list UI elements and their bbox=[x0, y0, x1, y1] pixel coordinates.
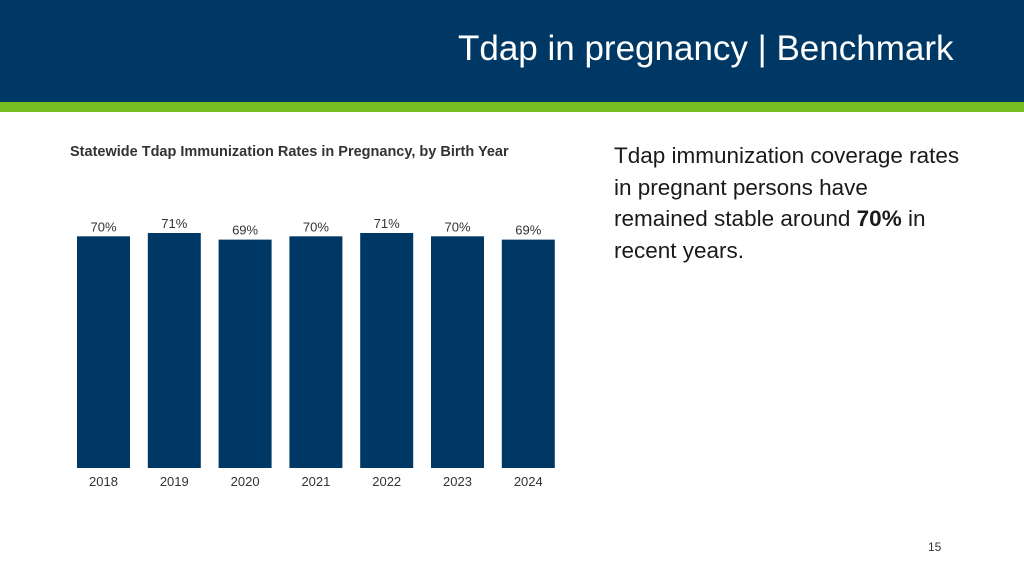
bar-chart: 70% 2018 71% 2019 69% 2020 70% 2021 71% 2022 70% 20… bbox=[77, 216, 555, 489]
slide-header: Tdap in pregnancy | Benchmark bbox=[0, 0, 1024, 102]
page-number: 15 bbox=[928, 540, 942, 554]
bar-2019 bbox=[147, 233, 201, 468]
body-text: Tdap immunization coverage rates in preg… bbox=[614, 140, 964, 266]
bar-2021 bbox=[289, 236, 343, 468]
x-tick-label-2021: 2021 bbox=[301, 474, 330, 489]
x-tick-label-2022: 2022 bbox=[372, 474, 401, 489]
data-label-2020: 69% bbox=[232, 223, 258, 238]
x-tick-label-2018: 2018 bbox=[89, 474, 118, 489]
x-tick-label-2019: 2019 bbox=[160, 474, 189, 489]
x-tick-label-2020: 2020 bbox=[231, 474, 260, 489]
slide-title: Tdap in pregnancy | Benchmark bbox=[458, 29, 954, 68]
data-label-2021: 70% bbox=[303, 219, 329, 234]
bar-2022 bbox=[360, 233, 414, 468]
bar-2018 bbox=[77, 236, 130, 468]
bar-2024 bbox=[501, 239, 555, 468]
data-label-2019: 71% bbox=[161, 216, 187, 231]
chart-title: Statewide Tdap Immunization Rates in Pre… bbox=[70, 144, 509, 160]
body-text-tail: in recent years. bbox=[614, 206, 926, 263]
bar-2020 bbox=[218, 239, 272, 468]
data-label-2018: 70% bbox=[90, 219, 116, 234]
bar-2023 bbox=[431, 236, 484, 468]
body-text-lead: Tdap immunization coverage rates in preg… bbox=[614, 143, 960, 231]
data-label-2022: 71% bbox=[374, 216, 400, 231]
data-label-2023: 70% bbox=[444, 219, 470, 234]
x-tick-label-2023: 2023 bbox=[443, 474, 472, 489]
body-text-highlight: 70% bbox=[856, 206, 902, 231]
x-tick-label-2024: 2024 bbox=[514, 474, 543, 489]
data-label-2024: 69% bbox=[515, 223, 541, 238]
header-accent-rule bbox=[0, 102, 1024, 112]
